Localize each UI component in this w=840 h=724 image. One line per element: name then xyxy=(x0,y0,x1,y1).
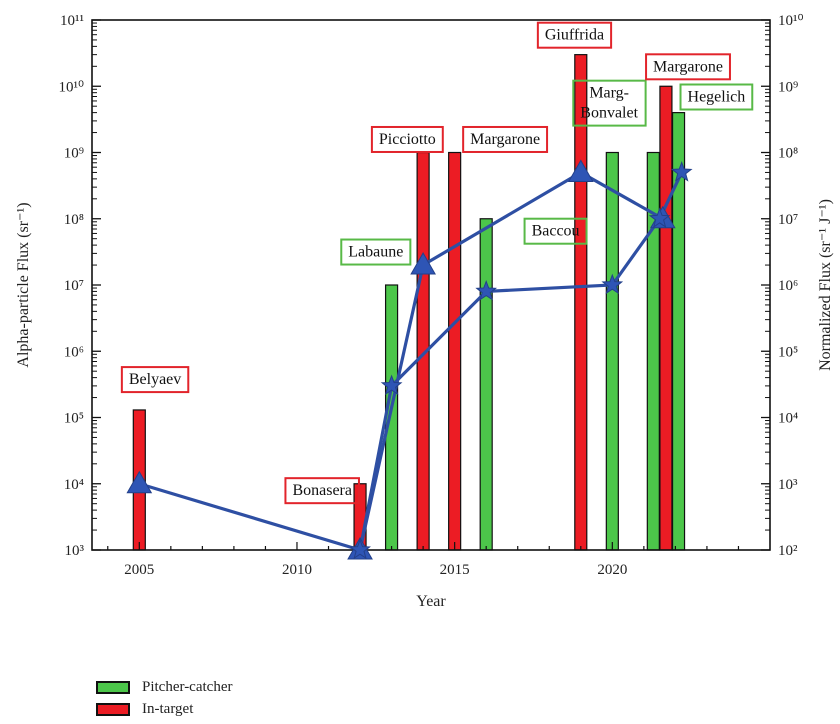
annotation-label: Marg- xyxy=(589,85,629,102)
y-left-tick-label: 10¹¹ xyxy=(60,13,84,29)
annotation-box xyxy=(523,217,588,245)
y-left-tick-label: 10⁵ xyxy=(64,411,84,427)
triangle-marker xyxy=(410,252,436,275)
flux-chart: 10³ 10⁴ 10⁵ 10⁶ 10⁷ 10⁸ 10⁹ 10¹⁰ 10¹¹ 10² 10³ 10⁴ 10… xyxy=(15,13,834,610)
annotation-label: Margarone xyxy=(653,58,723,75)
star-marker xyxy=(349,538,371,560)
star-marker xyxy=(648,207,671,228)
y-left-axis-title: Alpha-particle Flux (sr⁻¹) xyxy=(15,202,32,367)
x-tick-label: 2020 xyxy=(597,562,627,578)
y-right-tick-label: 10⁹ xyxy=(778,79,798,95)
y-left-tick-label: 10⁹ xyxy=(64,146,84,162)
annotation-label: Hegelich xyxy=(688,89,746,106)
y-left-tick-label: 10³ xyxy=(65,543,85,559)
annotation-box xyxy=(370,125,444,153)
annotation-box xyxy=(645,53,731,81)
x-axis-title: Year xyxy=(416,593,446,610)
annotation-box xyxy=(340,238,412,266)
legend-swatch-in-target xyxy=(96,702,130,716)
legend-item-in-target: In-target xyxy=(96,698,232,720)
annotation-label: Belyaev xyxy=(129,371,181,388)
y-left-tick-label: 10⁷ xyxy=(64,278,84,294)
star-marker xyxy=(475,279,498,301)
y-right-tick-label: 10² xyxy=(778,543,798,559)
y-left-tick-label: 10⁶ xyxy=(64,344,84,360)
annotation-label: Bonvalet xyxy=(580,105,638,122)
triangle-marker xyxy=(126,470,153,494)
bar-pitcher-catcher xyxy=(605,151,619,551)
y-right-tick-label: 10¹⁰ xyxy=(778,13,804,29)
annotation-label: Bonasera xyxy=(292,482,352,499)
annotation-label: Margarone xyxy=(470,131,540,148)
y-right-axis-title: Normalized Flux (sr⁻¹ J⁻¹) xyxy=(817,199,834,371)
x-tick-label: 2005 xyxy=(124,562,154,578)
annotation-label: Baccou xyxy=(532,223,580,240)
bar-in-target xyxy=(659,85,673,551)
annotation-label: Giuffrida xyxy=(545,27,604,44)
legend-swatch-pitcher-catcher xyxy=(96,680,130,694)
annotation-label: Picciotto xyxy=(379,131,436,148)
bar-pitcher-catcher xyxy=(479,218,493,551)
series-star-line xyxy=(358,171,684,551)
triangle-marker xyxy=(567,159,594,182)
bar-pitcher-catcher xyxy=(384,284,399,551)
star-marker xyxy=(380,374,403,396)
legend-label-pitcher-catcher: Pitcher-catcher xyxy=(142,678,233,695)
bar-in-target xyxy=(448,151,462,551)
y-left-tick-label: 10⁸ xyxy=(64,212,84,228)
legend: Pitcher-catcher In-target xyxy=(96,676,232,720)
star-marker xyxy=(670,160,693,182)
annotation-label: Labaune xyxy=(348,244,403,261)
annotation-box xyxy=(284,477,360,505)
star-marker xyxy=(601,273,624,295)
x-tick-label: 2015 xyxy=(440,562,470,578)
legend-item-pitcher-catcher: Pitcher-catcher xyxy=(96,676,232,698)
annotation-box xyxy=(572,79,647,127)
y-right-tick-label: 10⁸ xyxy=(778,146,798,162)
y-left-tick-label: 10⁴ xyxy=(64,477,84,493)
legend-label-in-target: In-target xyxy=(142,700,194,717)
annotation-box xyxy=(120,366,190,394)
annotation-box xyxy=(536,21,613,49)
annotation-box xyxy=(679,83,754,111)
y-right-tick-label: 10⁵ xyxy=(778,344,798,360)
x-tick-label: 2010 xyxy=(282,562,312,578)
annotation-box xyxy=(462,125,549,153)
y-right-tick-label: 10⁷ xyxy=(778,212,798,228)
bar-in-target xyxy=(574,54,588,551)
y-right-tick-label: 10⁴ xyxy=(778,411,798,427)
y-right-tick-label: 10³ xyxy=(778,477,798,493)
y-right-tick-label: 10⁶ xyxy=(778,278,798,294)
y-left-tick-label: 10¹⁰ xyxy=(58,79,84,95)
